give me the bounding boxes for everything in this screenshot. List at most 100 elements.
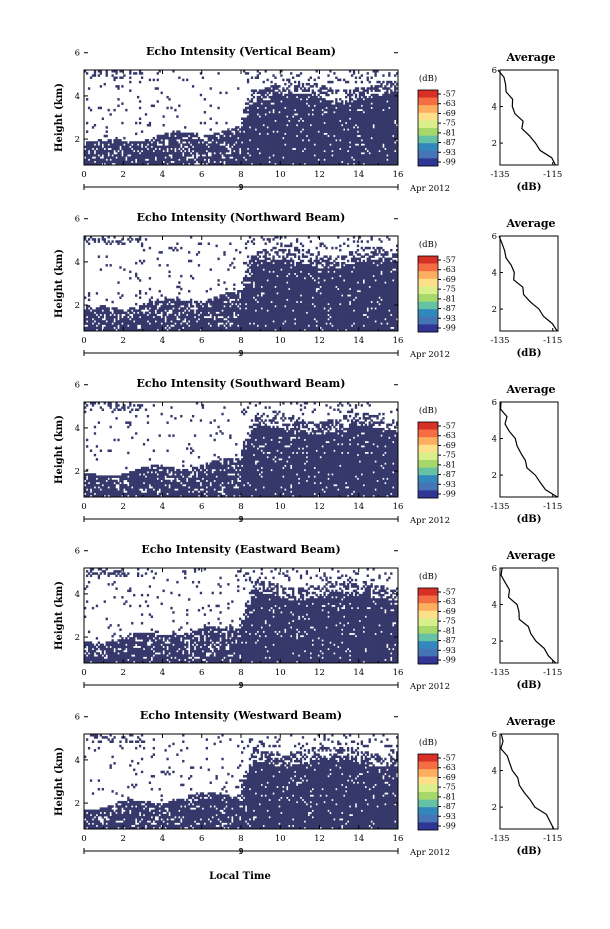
- x-tick-label: 6: [199, 170, 204, 180]
- x-tick-label: 2: [121, 834, 126, 844]
- panel-2: Echo Intensity (Northward Beam) 0 2 4 6 8 10 12…: [54, 211, 562, 360]
- y-tick-label: 4: [75, 424, 80, 434]
- colorbar-tick-label: -87: [443, 304, 456, 313]
- panel-1: Echo Intensity (Vertical Beam) 0 2 4 6 8 10 12 1…: [54, 45, 562, 194]
- colorbar-segment: [418, 135, 438, 144]
- average-x-label: (dB): [517, 514, 542, 525]
- colorbar-tick-label: -69: [443, 773, 456, 782]
- colorbar-tick-label: -81: [443, 128, 456, 137]
- colorbar-segment: [418, 112, 438, 121]
- average-y-tick-label: 4: [492, 767, 497, 777]
- panel-4: Echo Intensity (Eastward Beam) 0 2 4 6 8 10 12 1…: [54, 543, 562, 692]
- colorbar-segment: [418, 158, 438, 167]
- colorbar-tick-label: -81: [443, 460, 456, 469]
- average-x-label: (dB): [517, 846, 542, 857]
- average-y-tick-label: 2: [492, 305, 497, 315]
- y-tick-label: 2: [75, 799, 80, 809]
- colorbar-segment: [418, 656, 438, 665]
- x-tick-label: 10: [275, 834, 286, 844]
- average-title: Average: [505, 715, 555, 728]
- date-day-label: 9: [238, 681, 243, 691]
- y-tick-label: 6: [75, 713, 80, 723]
- x-tick-label: 0: [81, 502, 86, 512]
- colorbar-segment: [418, 286, 438, 295]
- colorbar-tick-label: -57: [443, 754, 456, 763]
- colorbar-segment: [418, 799, 438, 808]
- x-tick-label: 12: [314, 336, 325, 346]
- x-tick-label: 0: [81, 834, 86, 844]
- x-tick-label: 12: [314, 502, 325, 512]
- colorbar-tick-label: -87: [443, 636, 456, 645]
- average-title: Average: [505, 383, 555, 396]
- colorbar-segment: [418, 807, 438, 816]
- colorbar-segment: [418, 784, 438, 793]
- heatmap-cells: [84, 70, 399, 166]
- colorbar-tick-label: -93: [443, 314, 456, 323]
- x-tick-label: 16: [393, 834, 404, 844]
- date-day-label: 9: [238, 183, 243, 193]
- colorbar-tick-label: -69: [443, 441, 456, 450]
- colorbar-segment: [418, 278, 438, 287]
- average-x-tick-label: -115: [543, 668, 562, 678]
- colorbar-segment: [418, 263, 438, 272]
- average-frame: [499, 69, 559, 166]
- colorbar-segment: [418, 475, 438, 484]
- colorbar-tick-label: -99: [443, 822, 456, 831]
- y-tick-label: 4: [75, 258, 80, 268]
- colorbar-tick-label: -93: [443, 646, 456, 655]
- x-tick-label: 12: [314, 668, 325, 678]
- colorbar-tick-label: -63: [443, 597, 456, 606]
- colorbar-tick-label: -63: [443, 99, 456, 108]
- average-title: Average: [505, 217, 555, 230]
- colorbar-segment: [418, 641, 438, 650]
- y-tick-label: 2: [75, 135, 80, 145]
- average-x-tick-label: -135: [490, 336, 509, 346]
- date-month-label: Apr 2012: [409, 682, 450, 692]
- colorbar-tick-label: -69: [443, 607, 456, 616]
- x-tick-label: 2: [121, 336, 126, 346]
- y-axis-label: Height (km): [54, 415, 65, 484]
- colorbar-unit: (dB): [419, 737, 437, 748]
- colorbar-unit: (dB): [419, 239, 437, 250]
- average-y-tick-label: 2: [492, 139, 497, 149]
- colorbar-tick-label: -93: [443, 148, 456, 157]
- x-tick-label: 6: [199, 834, 204, 844]
- colorbar-tick-label: -75: [443, 119, 456, 128]
- colorbar-unit: (dB): [419, 571, 437, 582]
- x-tick-label: 16: [393, 170, 404, 180]
- x-tick-label: 8: [238, 834, 243, 844]
- x-tick-label: 10: [275, 170, 286, 180]
- colorbar-tick-label: -69: [443, 109, 456, 118]
- x-tick-label: 10: [275, 668, 286, 678]
- colorbar-tick-label: -63: [443, 763, 456, 772]
- colorbar-tick-label: -87: [443, 802, 456, 811]
- y-tick-label: 2: [75, 467, 80, 477]
- average-y-tick-label: 4: [492, 435, 497, 445]
- x-tick-label: 10: [275, 502, 286, 512]
- x-tick-label: 16: [393, 668, 404, 678]
- x-tick-label: 0: [81, 336, 86, 346]
- colorbar-tick-label: -57: [443, 588, 456, 597]
- average-y-tick-label: 6: [492, 232, 497, 242]
- average-x-tick-label: -115: [543, 170, 562, 180]
- average-y-tick-label: 6: [492, 66, 497, 76]
- colorbar-segment: [418, 648, 438, 657]
- colorbar-tick-label: -75: [443, 617, 456, 626]
- x-tick-label: 4: [160, 502, 165, 512]
- x-tick-label: 2: [121, 170, 126, 180]
- date-day-label: 9: [238, 515, 243, 525]
- colorbar-tick-label: -87: [443, 138, 456, 147]
- x-tick-label: 6: [199, 502, 204, 512]
- colorbar-segment: [418, 610, 438, 619]
- x-tick-label: 4: [160, 170, 165, 180]
- colorbar-segment: [418, 618, 438, 627]
- average-y-tick-label: 4: [492, 103, 497, 113]
- average-x-tick-label: -135: [490, 834, 509, 844]
- x-tick-label: 0: [81, 170, 86, 180]
- y-tick-label: 6: [75, 381, 80, 391]
- average-x-tick-label: -115: [543, 502, 562, 512]
- average-profile-line: [499, 401, 558, 498]
- x-tick-label: 6: [199, 336, 204, 346]
- average-profile-line: [498, 235, 558, 332]
- colorbar-tick-label: -87: [443, 470, 456, 479]
